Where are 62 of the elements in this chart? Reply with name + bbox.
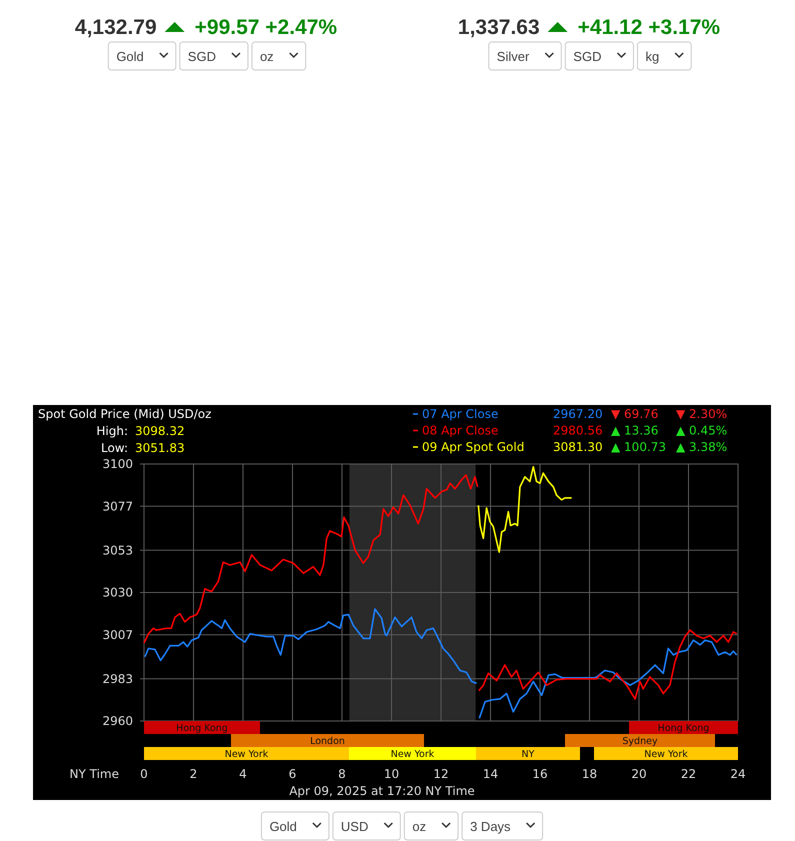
dropdown-field: Gold [108, 42, 176, 70]
text: 2967.20 [553, 407, 603, 421]
text: +41.12 +3.17% [578, 16, 720, 39]
dropdown-field: USD [332, 812, 401, 840]
text: Sydney [622, 736, 658, 747]
text: 3081.30 [553, 440, 603, 454]
line-series [478, 466, 572, 553]
x-tick-label: 14 [482, 767, 498, 781]
y-tick-label: 3030 [102, 586, 133, 600]
text: ▲ 0.45% [676, 424, 728, 438]
text: 2980.56 [553, 424, 603, 438]
x-tick-label: 16 [532, 767, 548, 781]
text: NY [522, 749, 535, 760]
x-axis-title: NY Time [70, 767, 119, 781]
x-tick-label: 20 [631, 767, 647, 781]
text: Hong Kong [176, 723, 228, 734]
x-tick-label: 6 [288, 767, 296, 781]
text: 3051.83 [135, 441, 185, 455]
text: 3098.32 [135, 424, 185, 438]
text: Hong Kong [658, 723, 710, 734]
dropdown-field: oz [251, 42, 306, 70]
x-tick-label: 10 [384, 767, 400, 781]
text: ▼ 69.76 [611, 407, 658, 421]
y-tick-label: 2960 [102, 714, 133, 728]
x-tick-label: 24 [730, 767, 746, 781]
dropdown-field: SGD [179, 42, 248, 70]
text: London [310, 736, 345, 747]
text: New York [224, 749, 269, 760]
x-tick-label: 8 [338, 767, 346, 781]
x-tick-label: 0 [140, 767, 148, 781]
x-tick-label: 12 [433, 767, 449, 781]
text: High: [96, 424, 128, 438]
text: 4,132.79 [74, 16, 157, 39]
x-tick-label: 18 [582, 767, 598, 781]
y-tick-label: 3077 [102, 499, 133, 514]
y-tick-label: 3053 [102, 543, 133, 558]
dropdown-field: SGD [564, 42, 634, 70]
dropdown-field: oz [404, 812, 459, 840]
dropdown-field: 3 Days [462, 812, 544, 840]
y-tick-label: 3100 [102, 457, 133, 472]
legend-label: 08 Apr Close [422, 424, 498, 438]
text: ▲ 100.73 [611, 440, 666, 454]
x-tick-label: 2 [190, 767, 198, 781]
x-tick-label: 22 [680, 767, 696, 781]
text: +99.57 +2.47% [194, 16, 338, 39]
y-tick-label: 3007 [102, 628, 133, 642]
dropdown-field: Silver [488, 42, 562, 70]
text: 1,337.63 [458, 16, 540, 39]
legend-label: 07 Apr Close [422, 407, 498, 421]
y-tick-label: 2983 [102, 672, 133, 686]
legend-label: 09 Apr Spot Gold [422, 440, 524, 454]
x-tick-label: 4 [239, 767, 247, 781]
text: New York [390, 749, 435, 760]
text: New York [644, 749, 688, 760]
dropdown-field: Gold [260, 812, 330, 840]
text: Low: [100, 441, 128, 455]
dropdown-field: kg [636, 42, 692, 70]
text: ▲ 3.38% [676, 440, 728, 454]
text: Apr 09, 2025 at 17:20 NY Time [289, 784, 475, 798]
text: ▲ 13.36 [611, 424, 658, 438]
chart-title: Spot Gold Price (Mid) USD/oz [38, 407, 212, 421]
text: ▼ 2.30% [676, 407, 728, 421]
